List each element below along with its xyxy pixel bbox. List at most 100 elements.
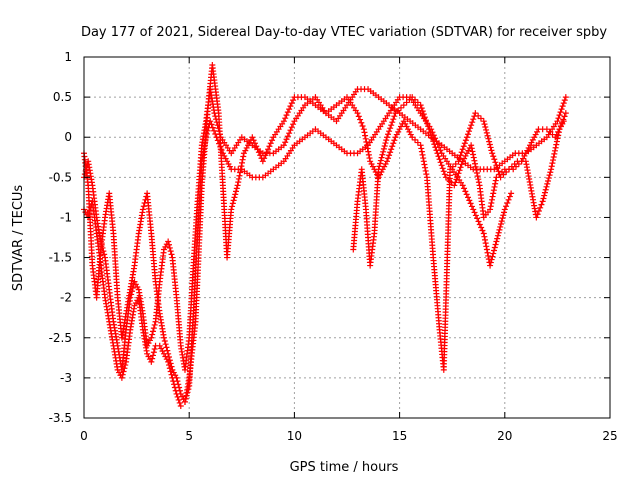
data-point <box>238 163 245 170</box>
data-point <box>167 360 174 367</box>
data-point <box>498 168 505 175</box>
data-point <box>403 99 410 106</box>
data-point <box>414 139 421 146</box>
data-point <box>421 114 428 121</box>
data-point <box>445 177 452 184</box>
data-point <box>475 112 482 119</box>
data-point <box>282 115 289 122</box>
data-point <box>375 166 382 173</box>
data-point <box>548 163 555 170</box>
data-point <box>253 143 260 150</box>
x-axis-label: GPS time / hours <box>290 460 399 475</box>
data-point <box>457 152 464 159</box>
x-tick-label: 10 <box>287 429 302 443</box>
data-point <box>412 96 419 103</box>
data-point <box>463 134 470 141</box>
data-point <box>494 235 501 242</box>
data-point <box>441 171 448 178</box>
data-point <box>262 152 269 159</box>
data-point <box>486 141 493 148</box>
data-point <box>176 387 183 394</box>
data-point <box>487 206 494 213</box>
data-point <box>379 151 386 158</box>
data-point <box>139 206 146 213</box>
y-tick-label: -0.5 <box>49 170 72 184</box>
data-point <box>438 162 445 169</box>
data-point <box>355 113 362 120</box>
data-point <box>420 111 427 118</box>
data-point <box>239 159 246 166</box>
data-point <box>469 148 476 155</box>
data-point <box>471 157 478 164</box>
data-point <box>494 232 501 239</box>
data-point <box>487 262 494 269</box>
data-point <box>541 189 548 196</box>
data-point <box>383 158 390 165</box>
data-point <box>456 167 463 174</box>
data-point <box>546 128 553 135</box>
data-point <box>398 104 405 111</box>
data-point <box>484 132 491 139</box>
data-point <box>561 113 568 120</box>
data-point <box>101 251 108 258</box>
data-point <box>419 108 426 115</box>
data-point <box>263 149 270 156</box>
data-point <box>174 378 181 385</box>
data-point <box>383 137 390 144</box>
data-point <box>362 135 369 142</box>
data-point <box>491 183 498 190</box>
data-point <box>487 259 494 266</box>
data-point <box>468 145 475 152</box>
data-point <box>259 158 266 165</box>
data-point <box>492 241 499 248</box>
data-point <box>467 125 474 132</box>
data-point <box>470 151 477 158</box>
data-point <box>284 133 291 140</box>
data-point <box>233 185 240 192</box>
data-point <box>363 139 370 146</box>
grid-layer <box>84 57 610 418</box>
data-point <box>474 215 481 222</box>
y-tick-label: -2 <box>60 291 72 305</box>
data-point <box>492 180 499 187</box>
data-point <box>163 344 170 351</box>
data-point <box>561 97 568 104</box>
data-point <box>545 175 552 182</box>
data-point <box>175 381 182 388</box>
data-point <box>121 365 128 372</box>
data-point <box>418 148 425 155</box>
data-point <box>472 163 479 170</box>
data-point <box>475 176 482 183</box>
data-point <box>377 160 384 167</box>
data-point <box>447 166 454 173</box>
data-point <box>497 223 504 230</box>
data-point <box>365 148 372 155</box>
data-point <box>457 164 464 171</box>
data-point <box>466 128 473 135</box>
y-tick-label: -3 <box>60 371 72 385</box>
data-point <box>358 119 365 126</box>
data-point <box>470 116 477 123</box>
data-point <box>477 115 484 122</box>
data-point <box>489 193 496 200</box>
data-point <box>283 136 290 143</box>
data-point <box>284 109 291 116</box>
data-point <box>257 152 264 159</box>
data-point <box>458 149 465 156</box>
data-point <box>478 224 485 231</box>
data-point <box>414 99 421 106</box>
data-point <box>475 179 482 186</box>
data-point <box>390 116 397 123</box>
data-point <box>161 337 168 344</box>
data-point <box>421 161 428 168</box>
data-point <box>380 148 387 155</box>
data-point <box>533 214 540 221</box>
data-point <box>542 186 549 193</box>
data-point <box>483 129 490 136</box>
x-tick-label: 25 <box>602 429 617 443</box>
data-point <box>386 152 393 159</box>
data-point <box>378 154 385 161</box>
data-point <box>165 350 172 357</box>
data-point <box>482 240 489 247</box>
data-point <box>515 160 522 167</box>
